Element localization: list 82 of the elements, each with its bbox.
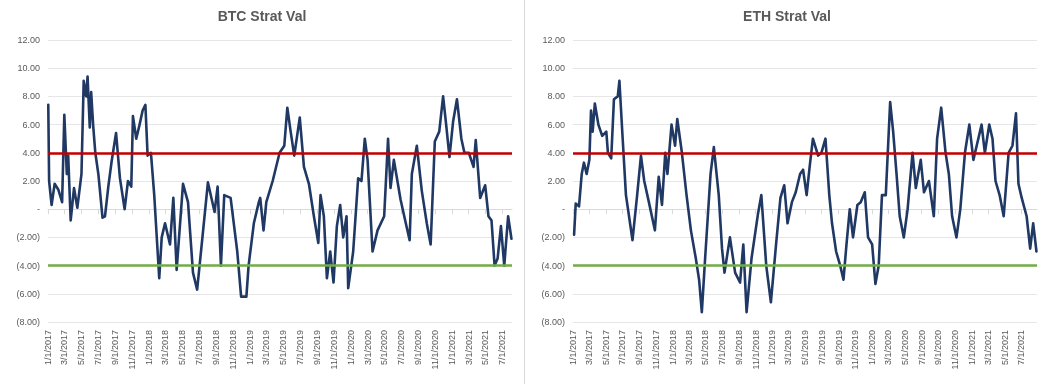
x-tick-label: 7/1/2020 (916, 330, 927, 366)
y-tick-label: - (37, 204, 40, 215)
y-tick-label: (4.00) (541, 260, 565, 271)
line-series (572, 79, 1038, 314)
chart-title: ETH Strat Val (743, 8, 831, 24)
x-tick-label: 7/1/2018 (194, 330, 205, 366)
y-tick-label: 6.00 (547, 119, 565, 130)
x-tick-label: 7/1/2021 (497, 330, 508, 366)
x-tick-label: 9/1/2018 (733, 330, 744, 366)
x-tick-label: 1/1/2019 (244, 330, 255, 366)
x-tick-label: 7/1/2020 (396, 330, 407, 366)
x-tick-label: 1/1/2018 (143, 330, 154, 366)
x-tick-label: 1/1/2017 (568, 330, 578, 366)
y-tick-label: 2.00 (22, 176, 40, 186)
y-tick-label: 4.00 (547, 147, 565, 158)
x-tick-label: 3/1/2019 (261, 330, 272, 366)
x-tick-label: 9/1/2019 (312, 330, 323, 366)
y-tick-label: 8.00 (547, 91, 565, 102)
x-tick-label: 11/1/2019 (850, 330, 861, 370)
x-tick-label: 3/1/2020 (362, 330, 373, 366)
x-tick-label: 11/1/2017 (650, 330, 661, 370)
x-tick-label: 5/1/2017 (600, 330, 611, 366)
x-tick-label: 11/1/2020 (430, 330, 441, 370)
y-tick-label: (2.00) (541, 232, 565, 243)
y-tick-label: - (562, 204, 565, 215)
x-tick-label: 3/1/2018 (160, 330, 171, 366)
y-tick-label: 4.00 (22, 147, 40, 158)
x-tick-label: 11/1/2019 (329, 330, 340, 370)
x-tick-label: 1/1/2017 (43, 330, 53, 366)
x-tick-label: 1/1/2020 (345, 330, 356, 366)
x-tick-label: 11/1/2020 (950, 330, 961, 370)
chart-title: BTC Strat Val (217, 8, 307, 24)
x-tick-label: 1/1/2021 (447, 330, 458, 366)
y-tick-label: 10.00 (17, 63, 40, 74)
x-tick-label: 5/1/2018 (177, 330, 188, 366)
x-tick-label: 5/1/2021 (999, 330, 1010, 366)
y-tick-label: 2.00 (547, 176, 565, 186)
x-tick-label: 1/1/2019 (767, 330, 778, 366)
x-tick-label: 3/1/2017 (59, 330, 70, 366)
x-tick-label: 9/1/2020 (933, 330, 944, 366)
x-tick-label: 9/1/2018 (211, 330, 222, 366)
x-tick-label: 1/1/2018 (667, 330, 678, 366)
x-tick-label: 3/1/2019 (783, 330, 794, 366)
x-tick-label: 7/1/2017 (93, 330, 104, 366)
y-tick-label: 12.00 (542, 35, 565, 45)
x-tick-label: 11/1/2018 (228, 330, 239, 370)
y-tick-label: (4.00) (16, 260, 40, 271)
x-tick-label: 5/1/2019 (278, 330, 289, 366)
x-tick-label: 5/1/2018 (700, 330, 711, 366)
y-tick-label: 6.00 (22, 119, 40, 130)
x-tick-label: 3/1/2018 (683, 330, 694, 366)
x-tick-label: 9/1/2020 (413, 330, 424, 366)
x-tick-label: 5/1/2020 (899, 330, 910, 366)
x-tick-label: 7/1/2019 (295, 330, 306, 366)
x-tick-label: 1/1/2020 (866, 330, 877, 366)
x-tick-label: 5/1/2021 (480, 330, 491, 366)
x-tick-label: 7/1/2017 (617, 330, 628, 366)
line-series (46, 75, 513, 298)
x-tick-label: 9/1/2019 (833, 330, 844, 366)
y-tick-label: (8.00) (541, 317, 565, 327)
x-tick-label: 11/1/2018 (750, 330, 761, 370)
y-tick-label: 10.00 (542, 63, 565, 74)
x-tick-label: 7/1/2019 (816, 330, 827, 366)
y-tick-label: 12.00 (17, 35, 40, 45)
x-tick-label: 5/1/2020 (379, 330, 390, 366)
x-tick-label: 9/1/2017 (634, 330, 645, 366)
x-tick-label: 3/1/2021 (982, 330, 993, 366)
y-tick-label: 8.00 (22, 91, 40, 102)
x-tick-label: 9/1/2017 (110, 330, 121, 366)
x-tick-label: 3/1/2020 (883, 330, 894, 366)
x-tick-label: 7/1/2021 (1016, 330, 1027, 366)
x-tick-label: 7/1/2018 (717, 330, 728, 366)
y-tick-label: (6.00) (16, 288, 40, 299)
y-tick-label: (2.00) (16, 232, 40, 243)
x-tick-label: 11/1/2017 (127, 330, 138, 370)
x-tick-label: 3/1/2017 (584, 330, 595, 366)
x-tick-label: 1/1/2021 (966, 330, 977, 366)
x-tick-label: 5/1/2019 (800, 330, 810, 366)
x-tick-label: 3/1/2021 (463, 330, 474, 366)
x-tick-label: 5/1/2017 (76, 330, 87, 366)
y-tick-label: (6.00) (541, 288, 565, 299)
y-tick-label: (8.00) (16, 317, 40, 327)
